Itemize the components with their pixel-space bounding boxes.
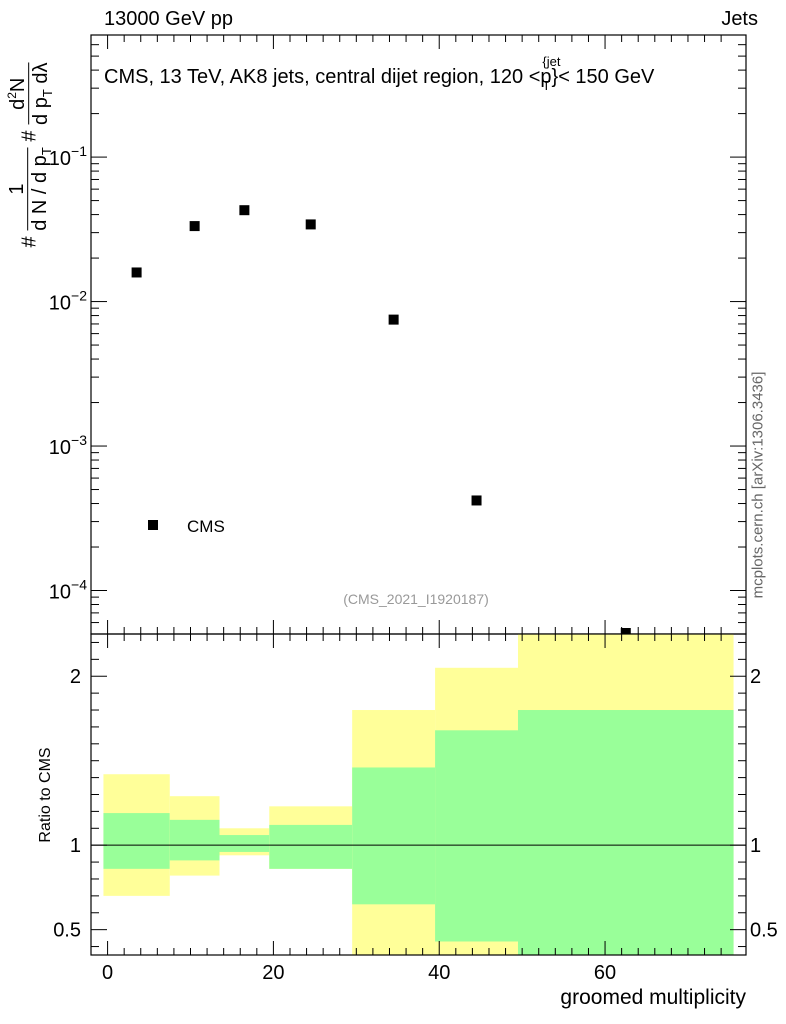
plot-title: CMS, 13 TeV, AK8 jets, central dijet reg…: [104, 54, 655, 93]
cms-data-point: [620, 628, 631, 638]
x-tick-label: 60: [594, 962, 616, 984]
title-prefix: CMS, 13 TeV, AK8 jets, central dijet reg…: [104, 66, 541, 88]
ratio-plot: 0 20 40 60 0.5 0.5 1 1 2 2: [53, 633, 778, 984]
ratio-y-tick-label: 0.5: [53, 920, 81, 942]
y-tick-label: 10−1: [49, 143, 87, 170]
ratio-axis-label: Ratio to CMS: [37, 747, 54, 843]
ratio-inner-band: [352, 767, 436, 905]
legend-label: CMS: [187, 517, 225, 536]
y-tick-label: 10−2: [49, 288, 87, 315]
main-plot-frame: [90, 34, 747, 635]
ratio-inner-band: [219, 835, 270, 852]
legend-marker: [148, 520, 158, 530]
energy-beam-label: 13000 GeV pp: [104, 8, 233, 30]
title-pt-jet: p {jet T: [540, 54, 561, 93]
ratio-inner-band: [169, 819, 220, 861]
ratio-y-tick-label: 0.5: [750, 920, 778, 942]
y-tick-label: 10−3: [49, 432, 87, 459]
ratio-y-tick-label: 2: [750, 666, 761, 688]
cms-data-point: [471, 495, 482, 506]
x-tick-label: 0: [102, 962, 113, 984]
ratio-y-tick-label: 1: [70, 835, 81, 857]
cms-data-point: [131, 267, 142, 278]
cms-data-point: [305, 219, 316, 230]
x-tick-label: 40: [428, 962, 450, 984]
title-suffix: }< 150 GeV: [551, 66, 655, 88]
cms-data-point: [388, 314, 399, 325]
cms-data-point: [239, 205, 250, 216]
main-plot: 10−4 10−3 10−2 10−1 CMS: [49, 34, 747, 638]
ratio-y-tick-label: 1: [750, 835, 761, 857]
ratio-inner-band: [517, 710, 734, 955]
cms-data-point: [189, 221, 200, 232]
x-axis-label: groomed multiplicity: [560, 986, 746, 1009]
y-tick-label: 10−4: [49, 577, 87, 604]
ratio-y-tick-label: 2: [70, 666, 81, 688]
ratio-inner-band: [103, 813, 170, 869]
ratio-inner-band: [435, 730, 518, 942]
ratio-inner-band: [269, 824, 353, 869]
process-label: Jets: [721, 8, 758, 30]
x-tick-label: 20: [262, 962, 284, 984]
analysis-tag: (CMS_2021_I1920187): [343, 591, 489, 607]
mcplots-credit: mcplots.cern.ch [arXiv:1306.3436]: [749, 371, 767, 599]
